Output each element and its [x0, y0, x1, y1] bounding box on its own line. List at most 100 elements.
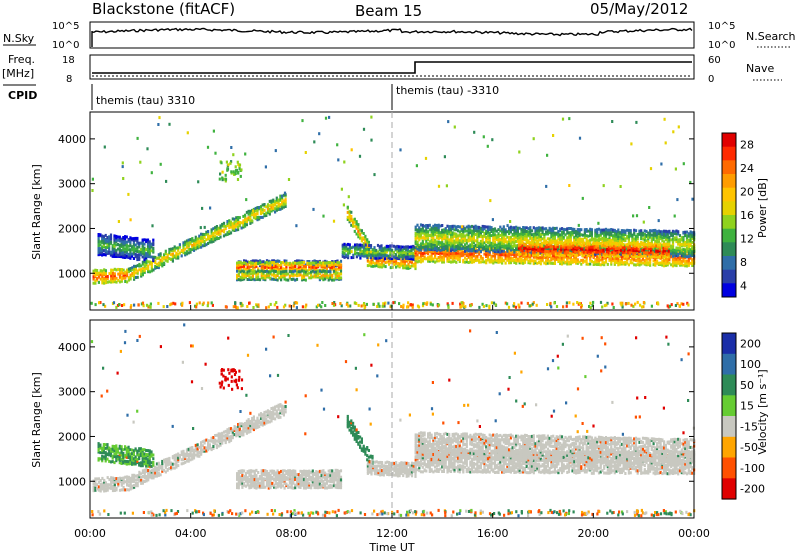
power-cell	[557, 247, 560, 251]
power-cell	[126, 280, 129, 284]
power-cell	[395, 259, 398, 263]
power-cell	[576, 253, 579, 257]
power-cell	[527, 261, 530, 265]
power-cell	[639, 253, 642, 256]
power-cell	[525, 238, 528, 242]
power-cell	[637, 247, 640, 251]
power-cell	[562, 261, 565, 265]
power-cell	[262, 260, 265, 264]
power-cell	[129, 273, 132, 277]
power-cell	[448, 248, 451, 252]
power-cell	[622, 233, 625, 236]
power-cell	[384, 261, 387, 265]
power-cell	[467, 254, 470, 258]
power-cell	[257, 272, 260, 276]
power-cell	[175, 253, 178, 257]
power-cell	[363, 302, 366, 305]
power-cell	[324, 274, 327, 278]
power-cell	[255, 303, 258, 307]
power-cell	[451, 227, 454, 231]
power-cell	[523, 251, 526, 255]
power-cell	[235, 223, 238, 226]
power-cell	[423, 233, 426, 237]
power-cell	[124, 276, 127, 280]
power-cell	[538, 256, 541, 260]
power-cell	[506, 230, 509, 234]
power-cell	[102, 239, 105, 243]
power-cell	[583, 236, 586, 239]
power-cell	[375, 250, 378, 254]
power-cell	[636, 235, 639, 239]
power-cell	[127, 254, 130, 258]
power-cell	[602, 250, 605, 254]
power-cell	[492, 227, 495, 231]
power-cell	[164, 252, 167, 256]
power-cell	[449, 235, 453, 239]
power-cell	[682, 238, 685, 242]
power-cell	[434, 238, 437, 242]
power-cell	[541, 237, 544, 241]
power-cell	[627, 230, 630, 234]
power-cell	[650, 246, 653, 250]
power-cell	[233, 225, 236, 229]
power-cell	[152, 238, 155, 242]
power-cell	[185, 250, 189, 254]
power-cell	[419, 223, 423, 227]
power-cell	[605, 254, 609, 258]
power-cell	[168, 257, 171, 261]
power-cell	[348, 220, 351, 224]
power-cell	[294, 269, 297, 273]
power-cell	[370, 264, 373, 268]
power-cell	[265, 205, 268, 209]
power-cell	[553, 231, 556, 235]
power-cell	[513, 255, 516, 258]
power-cell	[481, 239, 484, 243]
power-cell	[383, 246, 387, 250]
power-cell	[467, 230, 470, 234]
power-cell	[675, 229, 678, 233]
power-cell	[576, 246, 579, 250]
power-cell	[469, 237, 472, 241]
power-cell	[345, 247, 348, 251]
power-cell	[629, 261, 632, 265]
power-cell	[288, 270, 291, 274]
power-cell	[506, 240, 509, 244]
power-cell	[237, 225, 240, 229]
power-cell	[476, 225, 479, 229]
power-cell	[453, 243, 456, 247]
power-cell	[637, 253, 640, 256]
power-cell	[594, 262, 597, 266]
power-cell	[214, 226, 217, 230]
power-cell	[372, 261, 375, 265]
power-cell	[246, 265, 249, 269]
power-cell	[684, 264, 687, 268]
power-cell	[623, 248, 626, 252]
power-cell	[535, 247, 538, 251]
power-cell	[501, 241, 504, 245]
power-cell	[348, 243, 351, 247]
power-cell	[444, 239, 447, 243]
power-cell	[403, 247, 406, 251]
power-cell	[682, 230, 685, 234]
power-cell	[237, 221, 240, 225]
power-cell	[485, 229, 488, 233]
power-cell	[277, 198, 280, 202]
power-cell	[280, 272, 283, 276]
power-cell	[241, 272, 244, 276]
power-cell	[599, 228, 602, 232]
power-cell	[590, 232, 593, 236]
power-cell	[276, 265, 279, 269]
power-cell	[310, 266, 313, 270]
power-cell	[295, 272, 299, 276]
power-cell	[106, 236, 109, 239]
power-cell	[203, 233, 206, 236]
power-cell	[189, 238, 192, 241]
power-cell	[646, 247, 649, 251]
power-cell	[655, 249, 658, 253]
power-cell	[113, 236, 116, 240]
power-cell	[479, 241, 482, 245]
power-cell	[645, 229, 648, 233]
power-cell	[277, 206, 280, 210]
power-cell	[231, 217, 234, 221]
power-cell	[207, 237, 210, 241]
